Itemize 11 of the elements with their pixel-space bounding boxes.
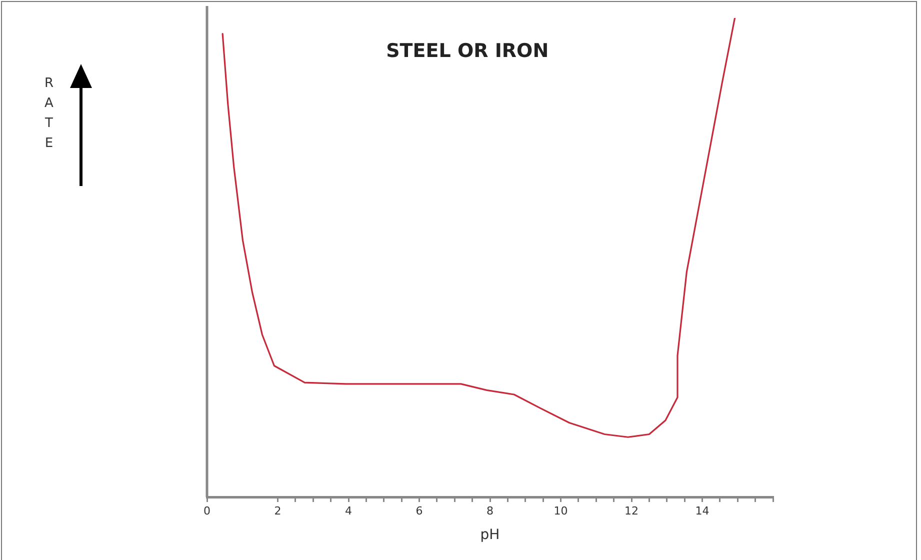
x-axis-title: pH [480, 527, 500, 544]
x-tick-label: 8 [486, 504, 494, 518]
text: STEEL OR IRON [386, 40, 549, 62]
x-tick-label: 6 [416, 504, 423, 518]
x-tick-label: 0 [204, 504, 210, 518]
x-tick-label: 14 [695, 504, 710, 518]
x-tick-label: 2 [274, 504, 282, 518]
x-tick-label: 4 [345, 504, 352, 518]
x-tick-label: 10 [554, 504, 568, 518]
x-tick-label: 12 [624, 504, 638, 518]
text: RATE [43, 75, 55, 153]
